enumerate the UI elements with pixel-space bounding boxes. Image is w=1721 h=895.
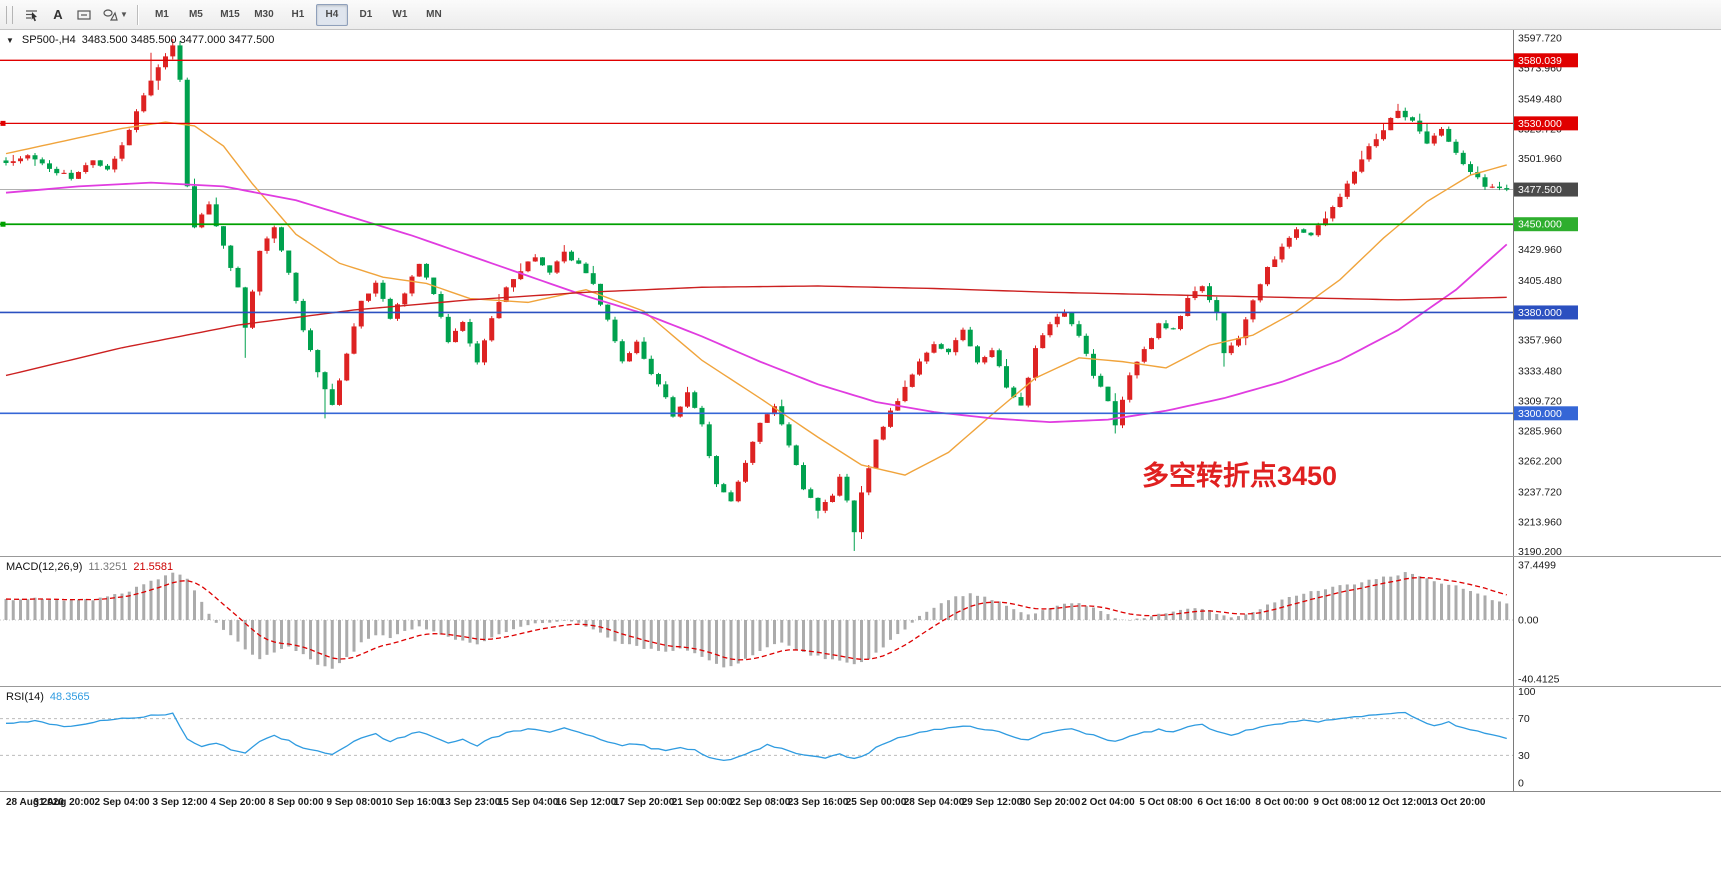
time-axis-label: 4 Sep 20:00 [210,797,266,808]
svg-text:3357.960: 3357.960 [1518,335,1562,347]
price-chart-panel: 3597.7203573.9603549.4803525.7203501.960… [0,30,1721,556]
svg-text:-40.4125: -40.4125 [1518,674,1560,686]
time-axis-label: 30 Sep 20:00 [1019,797,1081,808]
macd-label: MACD(12,26,9) [6,561,83,573]
time-axis-label: 25 Sep 00:00 [845,797,907,808]
rsi-title: RSI(14) 48.3565 [6,691,90,703]
time-axis-label: 15 Sep 04:00 [497,797,559,808]
rsi-label: RSI(14) [6,691,44,703]
time-axis-label: 12 Oct 12:00 [1368,797,1428,808]
time-axis-label: 13 Sep 23:00 [439,797,501,808]
svg-text:3213.960: 3213.960 [1518,516,1562,528]
time-axis-label: 9 Sep 08:00 [326,797,382,808]
time-axis-label: 23 Sep 16:00 [787,797,849,808]
svg-text:3333.480: 3333.480 [1518,366,1562,378]
svg-text:3405.480: 3405.480 [1518,275,1562,287]
svg-text:0.00: 0.00 [1518,615,1539,627]
rsi-value: 48.3565 [49,691,90,703]
svg-text:3580.039: 3580.039 [1518,55,1562,67]
time-axis-label: 3 Sep 12:00 [152,797,208,808]
shapes-tool-button[interactable] [97,3,123,27]
symbol-header: ▼ SP500-,H4 3483.500 3485.500 3477.000 3… [6,34,274,46]
label-tool-button[interactable] [71,3,97,27]
bottom-filler [0,817,1721,895]
time-axis-label: 2 Sep 04:00 [94,797,150,808]
timeframe-m30-button[interactable]: M30 [254,9,274,20]
time-axis-label: 8 Sep 00:00 [268,797,324,808]
time-axis-label: 6 Oct 16:00 [1197,797,1251,808]
macd-title: MACD(12,26,9) 11.3251 21.5581 [6,561,173,573]
text-tool-button[interactable]: A [45,3,71,27]
label-box-icon [77,9,91,20]
time-axis-label: 10 Sep 16:00 [381,797,443,808]
symbol-timeframe-label: SP500-,H4 [21,34,76,46]
chart-dropdown-icon[interactable]: ▼ [6,36,14,45]
svg-text:3530.000: 3530.000 [1518,118,1562,130]
toolbar-separator [136,4,139,25]
shapes-dropdown-caret[interactable]: ▼ [120,10,128,19]
timeframe-m15-button[interactable]: M15 [220,9,240,20]
macd-canvas[interactable]: 37.4499 0.00 -40.4125 [0,557,1721,686]
time-axis-label: 5 Oct 08:00 [1139,797,1193,808]
svg-text:37.4499: 37.4499 [1518,560,1556,572]
svg-text:3429.960: 3429.960 [1518,244,1562,256]
svg-text:3501.960: 3501.960 [1518,153,1562,165]
svg-text:70: 70 [1518,713,1530,725]
top-toolbar: A ▼ M1 M5 M15 M30 H1 H4 D1 W1 MN [0,0,1721,30]
time-axis-label: 13 Oct 20:00 [1426,797,1486,808]
timeframe-m5-button[interactable]: M5 [188,9,203,20]
svg-text:3237.720: 3237.720 [1518,486,1562,498]
cursor-lines-icon [26,9,37,21]
chart-annotation-text[interactable]: 多空转折点3450 [1142,461,1338,491]
svg-text:3597.720: 3597.720 [1518,33,1562,45]
timeframe-h4-button[interactable]: H4 [315,3,348,26]
svg-text:3450.000: 3450.000 [1518,219,1562,231]
time-axis[interactable]: 28 Aug 2020 31 Aug 20:00 2 Sep 04:00 3 Sep … [0,791,1721,817]
toolbar-grip[interactable] [6,5,13,24]
svg-text:3190.200: 3190.200 [1518,546,1562,556]
time-axis-label: 2 Oct 04:00 [1081,797,1135,808]
svg-text:100: 100 [1518,687,1536,698]
svg-text:3549.480: 3549.480 [1518,93,1562,105]
svg-text:3477.500: 3477.500 [1518,184,1562,196]
svg-text:3380.000: 3380.000 [1518,307,1562,319]
ohlc-readout: 3483.500 3485.500 3477.000 3477.500 [81,34,275,46]
svg-text:30: 30 [1518,750,1530,762]
price-chart-canvas[interactable]: 3597.7203573.9603549.4803525.7203501.960… [0,30,1721,556]
text-tool-icon: A [53,7,63,22]
time-axis-label: 22 Sep 08:00 [729,797,791,808]
time-axis-label: 28 Aug 2020 [6,797,64,808]
shapes-icon [103,8,118,21]
rsi-canvas[interactable]: 100 70 30 0 [0,687,1721,791]
svg-text:3309.720: 3309.720 [1518,396,1562,408]
cursor-tool-button[interactable] [19,3,45,27]
timeframe-m1-button[interactable]: M1 [154,9,169,20]
time-axis-label: 21 Sep 00:00 [671,797,733,808]
timeframe-d1-button[interactable]: D1 [359,9,373,20]
svg-text:0: 0 [1518,778,1524,790]
time-axis-label: 31 Aug 20:00 [33,797,95,808]
macd-panel: 37.4499 0.00 -40.4125 MACD(12,26,9) 11.325… [0,556,1721,686]
svg-text:3262.200: 3262.200 [1518,455,1562,467]
time-axis-label: 9 Oct 08:00 [1313,797,1367,808]
time-axis-label: 17 Sep 20:00 [613,797,675,808]
timeframe-group: M1 M5 M15 M30 H1 H4 D1 W1 MN [145,3,451,26]
timeframe-w1-button[interactable]: W1 [392,9,408,20]
macd-main-value: 11.3251 [88,561,128,573]
time-axis-label: 29 Sep 12:00 [961,797,1023,808]
macd-signal-value: 21.5581 [133,561,174,573]
rsi-panel: 100 70 30 0 RSI(14) 48.3565 [0,686,1721,791]
time-axis-label: 28 Sep 04:00 [903,797,965,808]
svg-text:3285.960: 3285.960 [1518,426,1562,438]
time-axis-label: 16 Sep 12:00 [555,797,617,808]
timeframe-mn-button[interactable]: MN [426,9,442,20]
time-axis-label: 8 Oct 00:00 [1255,797,1309,808]
timeframe-h1-button[interactable]: H1 [291,9,305,20]
svg-text:3300.000: 3300.000 [1518,408,1562,420]
